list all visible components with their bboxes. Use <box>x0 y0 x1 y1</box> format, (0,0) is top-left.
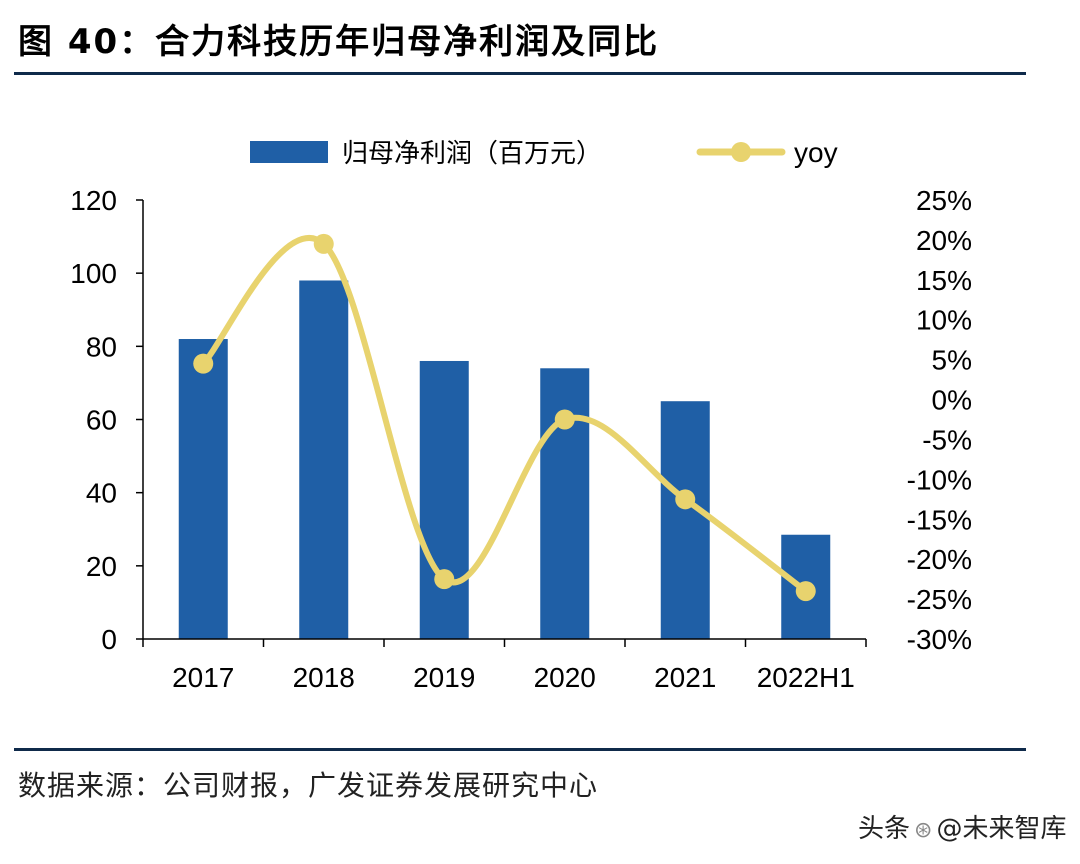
source-divider <box>14 748 1026 751</box>
bar-2021 <box>660 401 710 639</box>
right-tick-label: -10% <box>907 464 972 495</box>
bar-2018 <box>299 280 349 639</box>
left-tick-label: 100 <box>70 258 117 289</box>
right-tick-label: -20% <box>907 544 972 575</box>
x-tick-label-2018: 2018 <box>293 662 355 693</box>
right-tick-label: 10% <box>916 305 972 336</box>
x-tick-label-2019: 2019 <box>413 662 475 693</box>
bar-2017 <box>178 339 228 639</box>
figure-title: 图 40：合力科技历年归母净利润及同比 <box>18 22 660 62</box>
legend-line-label: yoy <box>794 137 838 168</box>
left-y-axis: 0 20 40 60 80 100 120 <box>70 185 144 655</box>
x-tick-label-2022H1: 2022H1 <box>757 662 855 693</box>
watermark: 头条 ⊛ @未来智库 <box>858 808 1066 845</box>
left-tick-label: 120 <box>70 185 117 216</box>
yoy-point-2018 <box>313 233 334 254</box>
right-tick-label: -15% <box>907 504 972 535</box>
legend-bar-swatch <box>250 141 328 163</box>
right-tick-label: 0% <box>932 385 972 416</box>
right-tick-label: 5% <box>932 345 972 376</box>
yoy-point-2020 <box>554 409 575 430</box>
chart-legend: 归母净利润（百万元） yoy <box>250 137 838 168</box>
x-tick-label-2021: 2021 <box>654 662 716 693</box>
bar-2020 <box>540 368 590 639</box>
left-tick-label: 20 <box>86 551 117 582</box>
yoy-point-2019 <box>434 569 455 590</box>
right-tick-label: 15% <box>916 265 972 296</box>
x-axis: 2017 2018 2019 2020 2021 2022H1 <box>142 638 867 693</box>
bar-2019 <box>419 360 469 639</box>
legend-line-marker <box>731 142 751 162</box>
wechat-icon: ⊛ <box>914 818 933 843</box>
left-tick-label: 0 <box>101 624 117 655</box>
bar-series <box>178 280 831 639</box>
watermark-handle: @未来智库 <box>936 814 1067 844</box>
right-tick-label: -30% <box>907 624 972 655</box>
right-y-axis: -30% -25% -20% -15% -10% -5% 0% 5% 10% 15% 20% 25% <box>907 185 972 655</box>
x-tick-label-2017: 2017 <box>172 662 234 693</box>
yoy-point-2021 <box>675 489 696 510</box>
source-note: 数据来源：公司财报，广发证券发展研究中心 <box>18 769 599 802</box>
right-tick-label: -5% <box>922 424 972 455</box>
yoy-point-2017 <box>193 353 214 374</box>
right-tick-label: 25% <box>916 185 972 216</box>
right-tick-label: -25% <box>907 584 972 615</box>
watermark-prefix: 头条 <box>858 814 911 844</box>
legend-bar-label: 归母净利润（百万元） <box>342 138 602 168</box>
left-tick-label: 60 <box>86 405 117 436</box>
left-tick-label: 80 <box>86 331 117 362</box>
yoy-line-path <box>200 234 809 595</box>
yoy-point-2022H1 <box>795 581 816 602</box>
right-tick-label: 20% <box>916 225 972 256</box>
left-tick-label: 40 <box>86 478 117 509</box>
x-tick-label-2020: 2020 <box>534 662 596 693</box>
yoy-line-series <box>193 233 816 602</box>
title-divider <box>14 72 1026 75</box>
